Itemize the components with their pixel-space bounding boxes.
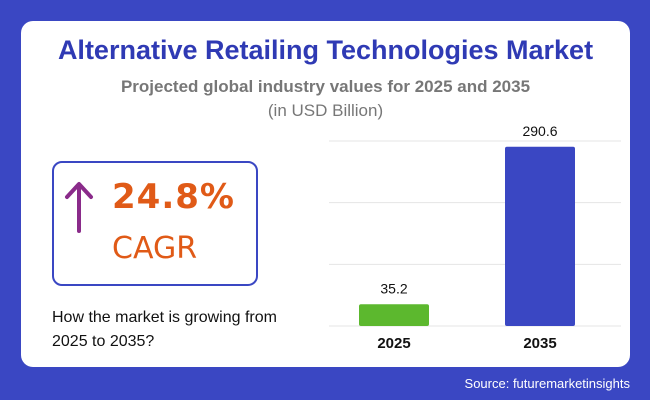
cagr-value: 24.8% — [112, 177, 235, 217]
bar-chart: 35.2 2025 290.6 2035 — [329, 125, 621, 352]
cagr-label: CAGR — [112, 231, 198, 266]
growth-question: How the market is growing from 2025 to 2… — [52, 309, 277, 350]
cagr-box: 24.8% CAGR — [52, 161, 258, 286]
value-label-2035: 290.6 — [522, 125, 557, 139]
chart-card: Alternative Retailing Technologies Marke… — [21, 21, 630, 367]
category-label-2025: 2025 — [377, 335, 410, 352]
value-label-2025: 35.2 — [380, 280, 407, 296]
chart-subtitle: Projected global industry values for 202… — [120, 77, 531, 96]
category-label-2035: 2035 — [523, 335, 556, 352]
arrow-up-icon — [65, 182, 93, 233]
source-label: Source: futuremarketinsights — [464, 376, 630, 391]
bar-2035 — [505, 146, 575, 326]
chart-title: Alternative Retailing Technologies Marke… — [57, 35, 594, 65]
bar-2025 — [359, 304, 429, 326]
unit-label: (in USD Billion) — [267, 101, 384, 120]
